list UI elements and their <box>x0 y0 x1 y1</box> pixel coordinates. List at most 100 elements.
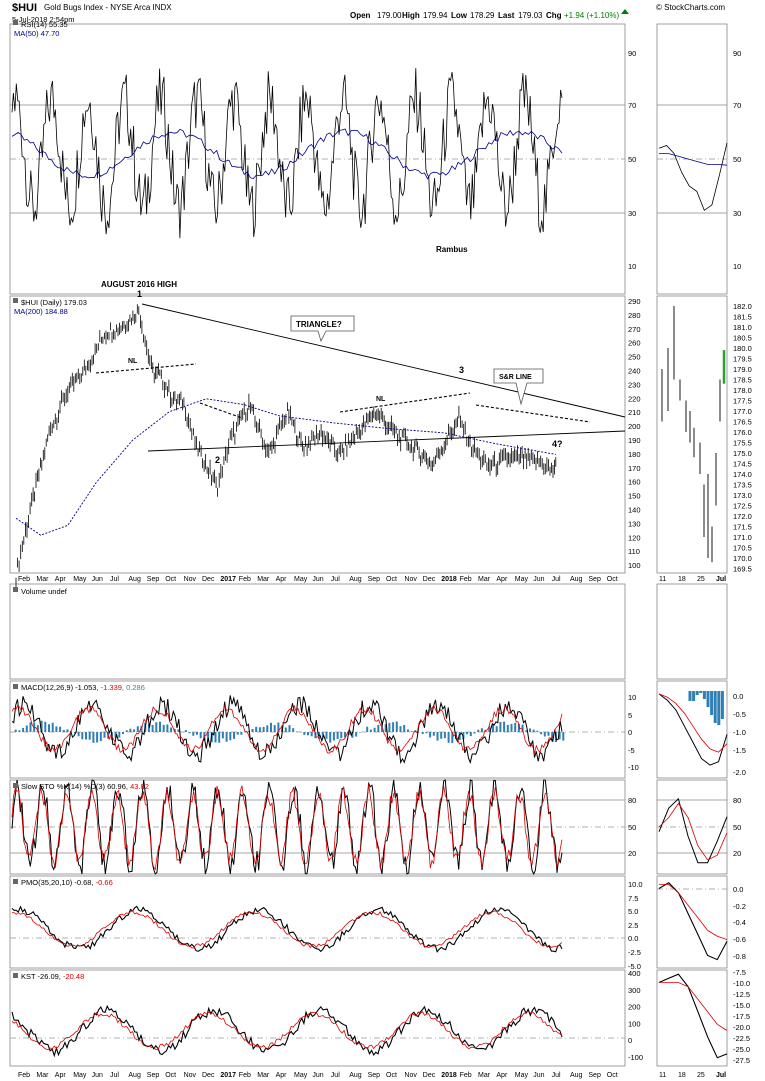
x-tick-label: Aug <box>349 576 362 583</box>
sto-zoom-d-line <box>658 802 728 861</box>
last-value: 179.03 <box>518 11 543 20</box>
x-tick-label: Apr <box>276 576 288 583</box>
y-tick-label-right: 174.0 <box>733 470 752 479</box>
y-tick-label-right: 178.0 <box>733 386 752 395</box>
x-tick-label: 2018 <box>441 1072 457 1079</box>
macd-zoom-histogram <box>688 691 724 725</box>
y-tick-label-right: 172.0 <box>733 512 752 521</box>
price-annotations: AUGUST 2016 HIGH 1 2 3 4? NL NL TRIANGLE… <box>95 245 626 465</box>
y-tick-label-right: 171.5 <box>733 523 752 532</box>
y-tick-label-right: -12.5 <box>733 990 750 999</box>
x-tick-label-right: 11 <box>659 1072 666 1079</box>
point-1-label: 1 <box>137 289 142 299</box>
reference-lines <box>10 104 727 1039</box>
pmo-line <box>11 905 563 953</box>
neckline-1 <box>95 363 197 374</box>
x-tick-label: Jun <box>533 1072 544 1079</box>
x-tick-label: May <box>515 576 529 583</box>
x-tick-label-right: 18 <box>678 1072 686 1079</box>
point-4-label: 4? <box>552 439 563 449</box>
kst-zoom-line <box>658 973 728 1059</box>
y-tick-label: 120 <box>628 533 641 542</box>
x-tick-label: Jun <box>312 576 323 583</box>
grip-icon <box>13 973 18 978</box>
chart-header: $HUI Gold Bugs Index - NYSE Arca INDX 5-… <box>12 2 725 24</box>
y-tick-label: 90 <box>628 49 636 58</box>
low-label: Low <box>451 11 468 20</box>
x-tick-label: Jul <box>552 576 561 583</box>
x-tick-label: Oct <box>386 1072 397 1079</box>
x-tick-label: Apr <box>55 576 67 583</box>
x-tick-label: Mar <box>257 576 270 583</box>
y-tick-label-right: 0.0 <box>733 692 743 701</box>
y-tick-label-right: -0.5 <box>733 710 746 719</box>
y-tick-label-right: 177.5 <box>733 397 752 406</box>
x-tick-label-right: Jul <box>716 1072 726 1079</box>
y-tick-label: 140 <box>628 506 641 515</box>
y-tick-label-right: -27.5 <box>733 1056 750 1065</box>
y-tick-label-right: -2.0 <box>733 768 746 777</box>
index-name: Gold Bugs Index - NYSE Arca INDX <box>44 3 172 12</box>
grip-icon <box>13 298 18 303</box>
pmo-label: PMO(35,20,10) -0.68, -0.66 <box>21 878 113 887</box>
axis-ticks: 9070503010907050301029028027026025024023… <box>18 49 752 1079</box>
y-tick-label: 190 <box>628 436 641 445</box>
x-tick-label: Oct <box>165 1072 176 1079</box>
y-tick-label-right: -0.2 <box>733 902 746 911</box>
price-label-group: $HUI (Daily) 179.03 MA(200) 184.88 <box>13 298 87 316</box>
y-tick-label: 160 <box>628 478 641 487</box>
x-tick-label: Sep <box>588 1072 601 1079</box>
y-tick-label-right: -1.5 <box>733 746 746 755</box>
y-tick-label: 400 <box>628 969 641 978</box>
y-tick-label-right: 50 <box>733 823 741 832</box>
x-tick-label: Dec <box>202 1072 215 1079</box>
y-tick-label-right: 180.5 <box>733 334 752 343</box>
pmo-label-group: PMO(35,20,10) -0.68, -0.66 <box>13 878 113 887</box>
x-tick-label: May <box>294 576 308 583</box>
y-tick-label: 200 <box>628 1003 641 1012</box>
open-value: 179.00 <box>377 11 402 20</box>
y-tick-label: 230 <box>628 380 641 389</box>
x-tick-label: Feb <box>239 1072 251 1079</box>
neckline-1-label: NL <box>128 358 138 365</box>
x-tick-label: Jun <box>312 1072 323 1079</box>
pmo-zoom-line <box>658 882 728 961</box>
x-tick-label: May <box>73 576 87 583</box>
y-tick-label: 100 <box>628 561 641 570</box>
x-tick-label: Feb <box>460 576 472 583</box>
triangle-lower-trendline <box>147 430 626 452</box>
kst-line <box>11 1004 563 1058</box>
chg-label: Chg <box>546 11 562 20</box>
price-ma-label: MA(200) 184.88 <box>14 307 68 316</box>
y-tick-label-right: 182.0 <box>733 302 752 311</box>
y-tick-label: 30 <box>628 209 636 218</box>
macd-signal-line <box>11 704 563 755</box>
y-tick-label: 180 <box>628 450 641 459</box>
pmo-zoom-signal-line <box>659 884 728 940</box>
y-tick-label-right: -1.0 <box>733 728 746 737</box>
sto-label: Slow STO %K(14) %D(3) 60.96, 43.82 <box>21 782 149 791</box>
volume-label-group: Volume undef <box>13 587 68 596</box>
y-tick-label: 200 <box>628 422 641 431</box>
rsi-label: RSI(14) 55.35 <box>21 20 68 29</box>
y-tick-label-right: 179.5 <box>733 355 752 364</box>
x-tick-label: Dec <box>423 1072 436 1079</box>
point-3-label: 3 <box>459 365 464 375</box>
x-tick-label: Jun <box>92 1072 103 1079</box>
macd-line <box>11 695 563 765</box>
kst-zoom-signal-line <box>659 982 728 1031</box>
y-tick-label-right: 170.5 <box>733 544 752 553</box>
x-tick-label: 2018 <box>441 576 457 583</box>
series-layer <box>11 68 728 1059</box>
y-tick-label-right: 173.5 <box>733 481 752 490</box>
y-tick-label-right: -0.4 <box>733 918 746 927</box>
y-tick-label-right: 30 <box>733 209 741 218</box>
x-tick-label: Mar <box>478 576 491 583</box>
y-tick-label: 5 <box>628 711 632 720</box>
y-tick-label-right: 177.0 <box>733 407 752 416</box>
point-2-label: 2 <box>215 455 220 465</box>
neckline-2 <box>339 392 471 413</box>
y-tick-label: 0 <box>628 1036 632 1045</box>
y-tick-label: 50 <box>628 823 636 832</box>
